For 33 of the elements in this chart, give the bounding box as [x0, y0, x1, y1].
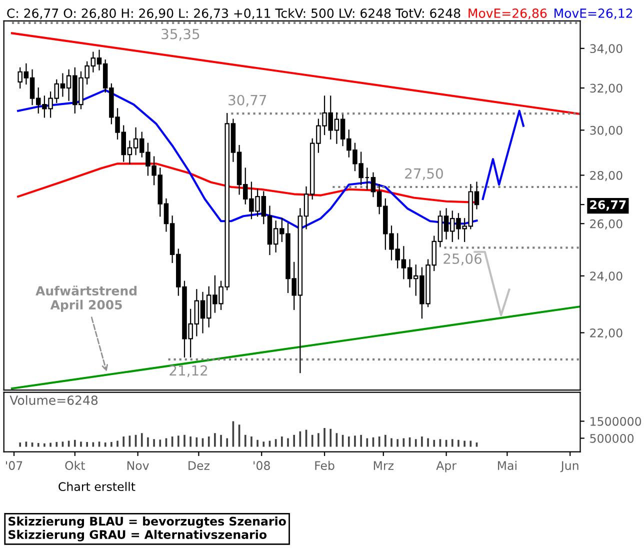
text: Chart erstellt — [58, 482, 136, 492]
y-tick-label: 26,00 — [590, 219, 622, 230]
x-tick-label: Nov — [127, 461, 149, 470]
annotation: 21,12 — [170, 365, 208, 378]
y-tick-label: 32,00 — [590, 84, 622, 94]
y-tick-label: 22,00 — [590, 328, 622, 339]
annotation: 30,77 — [228, 94, 266, 107]
x-tick-label: '08 — [254, 461, 270, 470]
text: Skizzierung BLAU = bevorzugtes Szenario Skizzierung GRAU = Alternativszenario — [8, 516, 286, 542]
annotation: 27,50 — [405, 168, 443, 180]
x-tick-label: Okt — [65, 460, 85, 470]
x-tick-label: Apr — [436, 461, 457, 472]
text: MovE=26,12 — [554, 8, 632, 20]
chart-title: C: 26,77 O: 26,80 H: 26,90 L: 26,73 +0,11 TckV: 500 LV: 6248 TotV: 6248 — [7, 8, 460, 20]
x-tick-label: Dez — [188, 461, 210, 470]
x-tick-label: Mai — [498, 460, 516, 470]
y-tick-label: 30,00 — [590, 126, 622, 136]
x-tick-label: Mrz — [374, 461, 394, 470]
x-tick-label: Jun — [560, 461, 578, 472]
y-tick-label: 26,77 — [590, 200, 626, 211]
x-tick-label: '07 — [6, 461, 22, 470]
chart-title: Volume=6248 — [10, 395, 98, 405]
annotation: 25,06 — [444, 253, 482, 266]
y-tick-label: 24,00 — [590, 272, 622, 282]
y-tick-label: 500000 — [590, 434, 634, 443]
annotation: Aufwärtstrend April 2005 — [36, 286, 137, 312]
text: MovE=26,86 — [468, 8, 547, 20]
annotation: 35,35 — [162, 28, 200, 41]
line-series — [482, 110, 524, 200]
y-tick-label: 28,00 — [590, 170, 622, 182]
y-tick-label: 1500000 — [590, 416, 642, 426]
x-tick-label: Feb — [315, 460, 334, 470]
y-tick-label: 34,00 — [590, 44, 622, 54]
